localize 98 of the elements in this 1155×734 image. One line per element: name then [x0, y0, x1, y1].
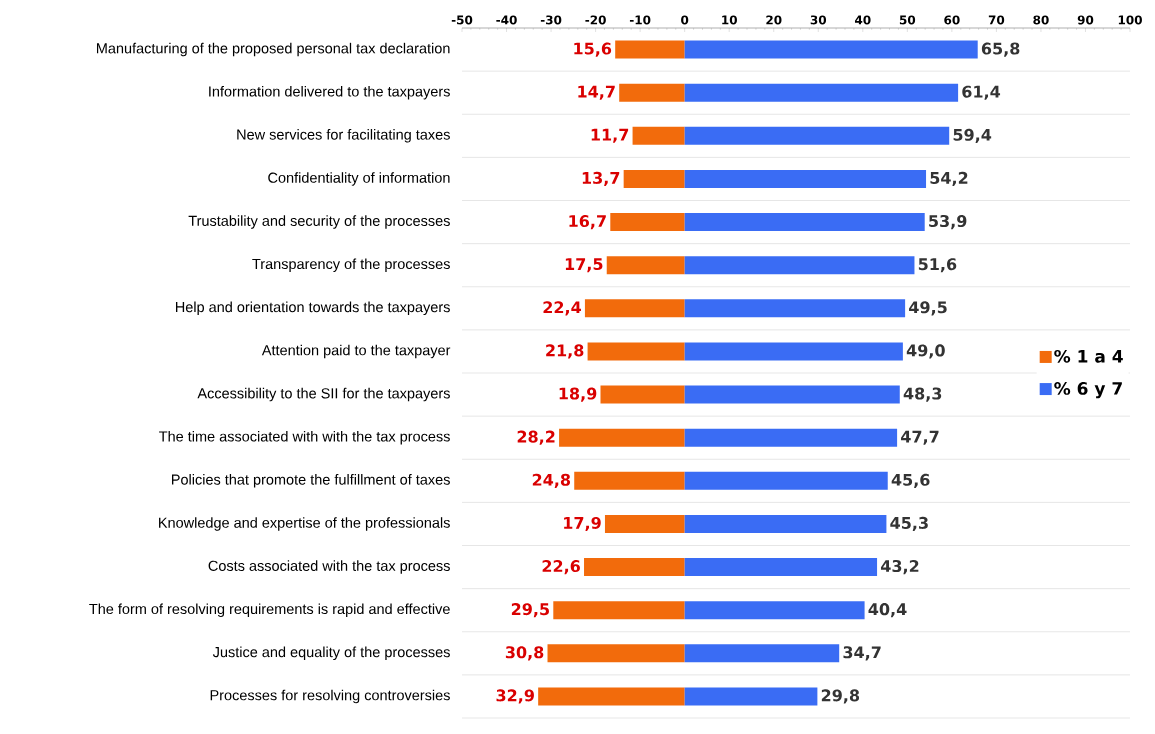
- bar: [553, 601, 685, 620]
- data-label: 17,5: [565, 258, 603, 273]
- data-label: 40,4: [868, 603, 907, 618]
- data-label: 17,9: [564, 516, 601, 532]
- y-tick-label: Trustability and security of the processes: [188, 215, 450, 229]
- bar: [584, 299, 685, 318]
- bar: [538, 687, 685, 706]
- bar: [684, 40, 978, 59]
- data-label: 53,9: [929, 214, 967, 230]
- bar: [600, 385, 685, 404]
- data-label: 28,2: [517, 430, 555, 445]
- data-label: 61,4: [962, 85, 1001, 100]
- data-label: 13,7: [582, 171, 620, 187]
- bar: [615, 40, 685, 59]
- bar: [604, 514, 685, 533]
- bar: [610, 213, 685, 232]
- y-tick-label: Information delivered to the taxpayers: [209, 85, 450, 100]
- y-tick-label: Manufacturing of the proposed personal tax declaration: [96, 42, 450, 57]
- data-label: 47,7: [901, 430, 939, 445]
- bar: [684, 169, 927, 188]
- bar: [684, 428, 898, 447]
- legend-label: % 6 y 7: [1054, 382, 1122, 399]
- bar: [574, 471, 685, 490]
- data-label: 22,6: [542, 560, 580, 575]
- data-label: 34,7: [843, 646, 881, 661]
- y-tick-label: Accessibility to the SII for the taxpayers: [197, 387, 450, 402]
- bar: [684, 83, 959, 102]
- bar: [684, 213, 925, 232]
- y-tick-label: Transparency of the processes: [252, 258, 450, 272]
- y-tick-label: Costs associated with the tax process: [208, 560, 450, 574]
- y-tick-label: The time associated with with the tax process: [159, 430, 450, 445]
- bar: [547, 644, 685, 663]
- x-tick-label: -40: [496, 15, 517, 25]
- bar: [684, 514, 887, 533]
- bar: [684, 471, 888, 490]
- data-label: 45,6: [891, 473, 930, 488]
- x-tick-label: -50: [451, 15, 473, 25]
- x-tick-label: 30: [810, 15, 827, 25]
- x-tick-label: 50: [899, 15, 916, 25]
- bar: [684, 385, 900, 404]
- data-label: 11,7: [591, 128, 629, 143]
- data-label: 54,2: [930, 171, 968, 187]
- bar: [684, 687, 818, 706]
- bar: [587, 342, 685, 361]
- bar: [684, 256, 915, 275]
- bar: [559, 428, 685, 447]
- x-tick-label: 60: [944, 15, 960, 25]
- data-label: 30,8: [505, 646, 544, 661]
- bar: [606, 256, 685, 275]
- data-label: 18,9: [559, 387, 597, 402]
- bar: [684, 644, 840, 663]
- x-tick-label: 100: [1118, 15, 1142, 25]
- x-tick-label: 10: [722, 15, 737, 25]
- y-tick-label: Help and orientation towards the taxpayers: [176, 301, 450, 316]
- x-tick-label: 70: [988, 15, 1005, 25]
- x-tick-label: 0: [681, 15, 689, 25]
- x-tick-label: -20: [585, 15, 606, 25]
- data-label: 16,7: [569, 215, 606, 230]
- bar: [584, 558, 685, 577]
- x-tick-label: 20: [766, 15, 782, 25]
- bar: [623, 169, 685, 188]
- data-label: 14,7: [578, 85, 615, 100]
- x-tick-label: 80: [1033, 15, 1049, 25]
- data-label: 15,6: [574, 42, 612, 57]
- y-tick-label: Justice and equality of the processes: [212, 646, 450, 661]
- data-label: 49,5: [909, 301, 947, 316]
- bar: [684, 558, 878, 577]
- data-label: 29,8: [821, 689, 860, 704]
- data-label: 29,5: [511, 603, 549, 618]
- x-tick-label: 40: [854, 15, 871, 25]
- bar: [684, 126, 950, 145]
- y-tick-label: New services for facilitating taxes: [237, 129, 450, 143]
- legend-label: % 1 a 4: [1054, 349, 1123, 363]
- y-tick-label: Policies that promote the fulfillment of taxes: [172, 474, 450, 488]
- data-label: 49,0: [906, 344, 945, 359]
- x-tick-label: 90: [1077, 15, 1094, 25]
- y-tick-label: Attention paid to the taxpayer: [261, 344, 451, 359]
- data-label: 24,8: [532, 473, 571, 488]
- data-label: 48,3: [903, 387, 942, 402]
- data-label: 32,9: [496, 689, 534, 704]
- bar: [684, 299, 906, 318]
- data-label: 45,3: [890, 516, 928, 532]
- y-tick-label: Knowledge and expertise of the professionals: [159, 517, 450, 531]
- x-tick-label: -30: [540, 15, 562, 25]
- data-label: 65,8: [981, 42, 1020, 57]
- bar: [684, 342, 903, 361]
- data-label: 51,6: [918, 258, 957, 273]
- bar: [632, 126, 685, 145]
- data-label: 22,4: [543, 301, 581, 316]
- x-tick-label: -10: [629, 15, 651, 25]
- data-label: 59,4: [953, 128, 992, 143]
- data-label: 43,2: [880, 560, 919, 575]
- y-tick-label: Confidentiality of information: [268, 172, 450, 186]
- data-label: 21,8: [546, 344, 584, 359]
- bar: [684, 601, 865, 620]
- bar: [619, 83, 685, 102]
- y-tick-label: The form of resolving requirements is rapid and effective: [89, 603, 450, 617]
- y-tick-label: Processes for resolving controversies: [210, 689, 450, 704]
